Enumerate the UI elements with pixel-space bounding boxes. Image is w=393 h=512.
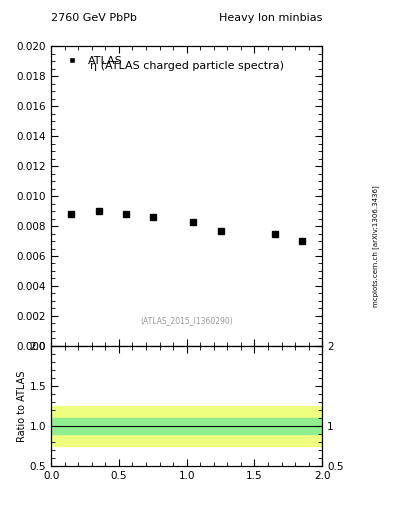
Text: (ATLAS_2015_I1360290): (ATLAS_2015_I1360290)	[140, 316, 233, 325]
Y-axis label: Ratio to ATLAS: Ratio to ATLAS	[17, 370, 27, 442]
Text: η (ATLAS charged particle spectra): η (ATLAS charged particle spectra)	[90, 61, 284, 71]
Text: Heavy Ion minbias: Heavy Ion minbias	[219, 13, 322, 23]
Text: mcplots.cern.ch [arXiv:1306.3436]: mcplots.cern.ch [arXiv:1306.3436]	[372, 185, 379, 307]
Legend: ATLAS: ATLAS	[57, 52, 127, 71]
Text: 2760 GeV PbPb: 2760 GeV PbPb	[51, 13, 137, 23]
